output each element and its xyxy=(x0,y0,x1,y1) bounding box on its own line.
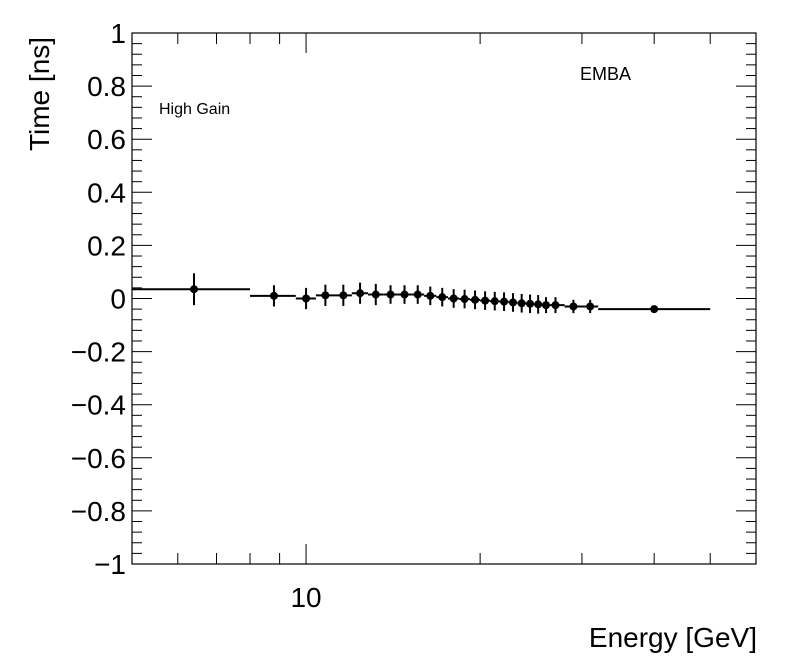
data-point xyxy=(469,290,481,310)
data-series xyxy=(132,273,711,314)
data-point xyxy=(436,287,449,307)
point-marker xyxy=(449,294,458,303)
data-point xyxy=(315,284,335,306)
data-point xyxy=(351,282,369,304)
data-point xyxy=(295,287,316,310)
y-tick-label: 0 xyxy=(110,284,126,315)
annotation-high-gain: High Gain xyxy=(159,101,230,118)
point-marker xyxy=(569,302,578,311)
y-tick-label: 1 xyxy=(110,18,126,49)
point-marker xyxy=(426,291,435,300)
y-axis-tick-labels: −1 −0.8 −0.6 −0.4 −0.2 0 0.2 0.4 0.6 0.8 1 xyxy=(71,18,126,580)
point-marker xyxy=(526,299,535,308)
data-point xyxy=(397,285,412,304)
data-point xyxy=(334,284,352,306)
point-marker xyxy=(386,290,395,299)
data-point xyxy=(581,299,599,314)
point-marker xyxy=(321,291,330,300)
point-marker xyxy=(650,305,659,314)
data-point xyxy=(368,283,384,306)
y-tick-label: 0.6 xyxy=(87,124,126,155)
y-tick-label: −0.4 xyxy=(71,390,126,421)
data-point xyxy=(424,286,437,306)
annotation-emba: EMBA xyxy=(580,64,631,84)
point-marker xyxy=(534,300,543,309)
y-tick-label: 0.8 xyxy=(87,71,126,102)
x-axis-tick-labels: 10 xyxy=(290,582,321,613)
data-point xyxy=(517,293,526,313)
point-marker xyxy=(551,301,560,310)
point-marker xyxy=(356,289,365,298)
data-point xyxy=(489,291,500,311)
data-point xyxy=(542,297,551,314)
data-point xyxy=(250,285,296,307)
y-axis-ticks xyxy=(132,32,756,565)
x-tick-label: 10 xyxy=(290,582,321,613)
point-marker xyxy=(586,302,595,311)
data-point xyxy=(598,305,711,314)
point-marker xyxy=(438,293,447,302)
point-marker xyxy=(481,296,490,305)
y-axis-title: Time [ns] xyxy=(24,37,55,151)
y-tick-label: 0.2 xyxy=(87,230,126,261)
point-marker xyxy=(471,295,480,304)
y-tick-label: −0.6 xyxy=(71,443,126,474)
point-marker xyxy=(517,299,526,308)
data-point xyxy=(499,292,509,311)
point-marker xyxy=(490,297,499,306)
data-point xyxy=(448,289,460,308)
point-marker xyxy=(413,290,422,299)
data-point xyxy=(132,273,251,306)
point-marker xyxy=(460,295,469,304)
data-point xyxy=(525,294,535,314)
point-marker xyxy=(339,291,348,300)
point-marker xyxy=(302,294,311,303)
data-point xyxy=(480,291,490,310)
point-marker xyxy=(500,297,509,306)
data-point xyxy=(411,285,425,304)
data-point xyxy=(549,297,565,314)
y-tick-label: −0.2 xyxy=(71,337,126,368)
point-marker xyxy=(509,298,518,307)
y-tick-label: 0.4 xyxy=(87,177,126,208)
point-marker xyxy=(189,285,198,294)
point-marker xyxy=(269,291,278,300)
point-marker xyxy=(371,290,380,299)
data-point xyxy=(508,293,518,312)
point-marker xyxy=(400,290,409,299)
data-point xyxy=(564,299,582,314)
data-point xyxy=(459,289,470,309)
x-axis-title: Energy [GeV] xyxy=(589,622,757,653)
y-tick-label: −0.8 xyxy=(71,496,126,527)
y-tick-label: −1 xyxy=(94,549,126,580)
point-marker xyxy=(542,301,551,310)
x-axis-ticks xyxy=(131,33,757,564)
data-point xyxy=(383,285,398,304)
data-point xyxy=(534,295,543,314)
